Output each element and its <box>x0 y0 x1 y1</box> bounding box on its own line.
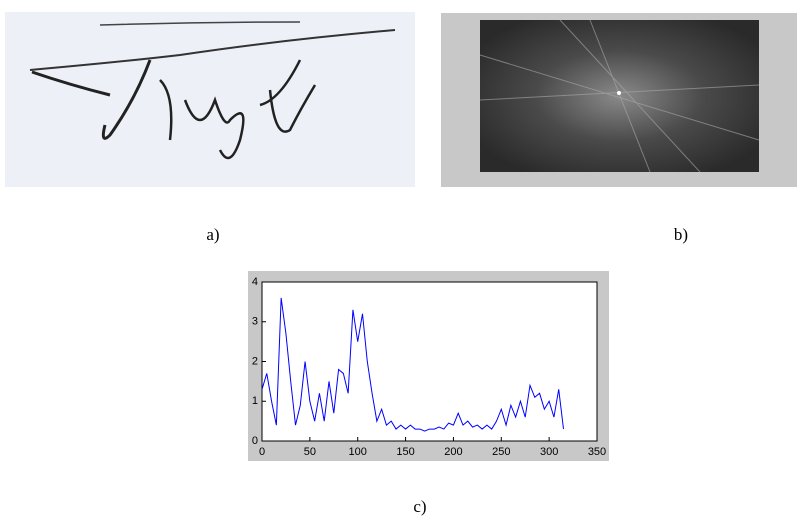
fft-image <box>441 13 797 187</box>
y-tick-label: 0 <box>252 435 258 447</box>
signature-image <box>5 12 415 187</box>
x-tick-label: 0 <box>259 446 265 458</box>
y-tick-label: 2 <box>252 355 258 367</box>
panel-label: b) <box>674 225 688 244</box>
x-tick-label: 50 <box>304 446 316 458</box>
x-tick-label: 200 <box>444 446 462 458</box>
panel-label: c) <box>413 497 426 516</box>
y-tick-label: 3 <box>252 316 258 328</box>
x-tick-label: 100 <box>349 446 367 458</box>
x-tick-label: 250 <box>492 446 510 458</box>
plot-area <box>261 281 598 442</box>
x-tick-label: 300 <box>540 446 558 458</box>
y-tick-label: 1 <box>252 395 258 407</box>
y-tick-label: 4 <box>252 276 258 288</box>
panel-label: a) <box>206 225 219 244</box>
x-tick-label: 350 <box>588 446 606 458</box>
x-tick-label: 150 <box>396 446 414 458</box>
line-chart: 0 50 100 150 200 250 300 350 0 1 2 3 4 <box>248 271 609 461</box>
data-line <box>261 297 564 432</box>
